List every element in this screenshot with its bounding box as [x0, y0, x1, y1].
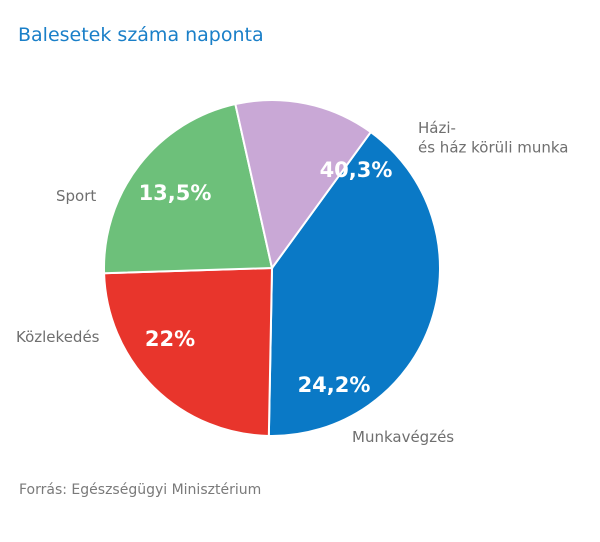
pie-slice-4 — [234, 99, 373, 271]
slice-category-label: Házi-és ház körüli munka — [418, 119, 569, 157]
chart-title: Balesetek száma naponta — [18, 24, 264, 46]
slice-category-label: Közlekedés — [16, 328, 100, 346]
slice-category-label: Munkavégzés — [352, 428, 454, 446]
slice-value-label: 22% — [145, 327, 195, 351]
pie-slices — [103, 99, 441, 437]
pie-slice-3 — [103, 102, 274, 275]
slice-category-label: Sport — [56, 187, 96, 205]
slice-value-label: 13,5% — [139, 181, 212, 205]
source-note: Forrás: Egészségügyi Minisztérium — [19, 482, 262, 498]
pie-slice-2 — [103, 266, 274, 437]
slice-value-label: 24,2% — [298, 373, 371, 397]
pie-slice-1 — [267, 130, 441, 437]
pie-labels: Házi-és ház körüli munka 40,3% Munkavégzés… — [16, 119, 569, 446]
slice-value-label: 40,3% — [320, 158, 393, 182]
